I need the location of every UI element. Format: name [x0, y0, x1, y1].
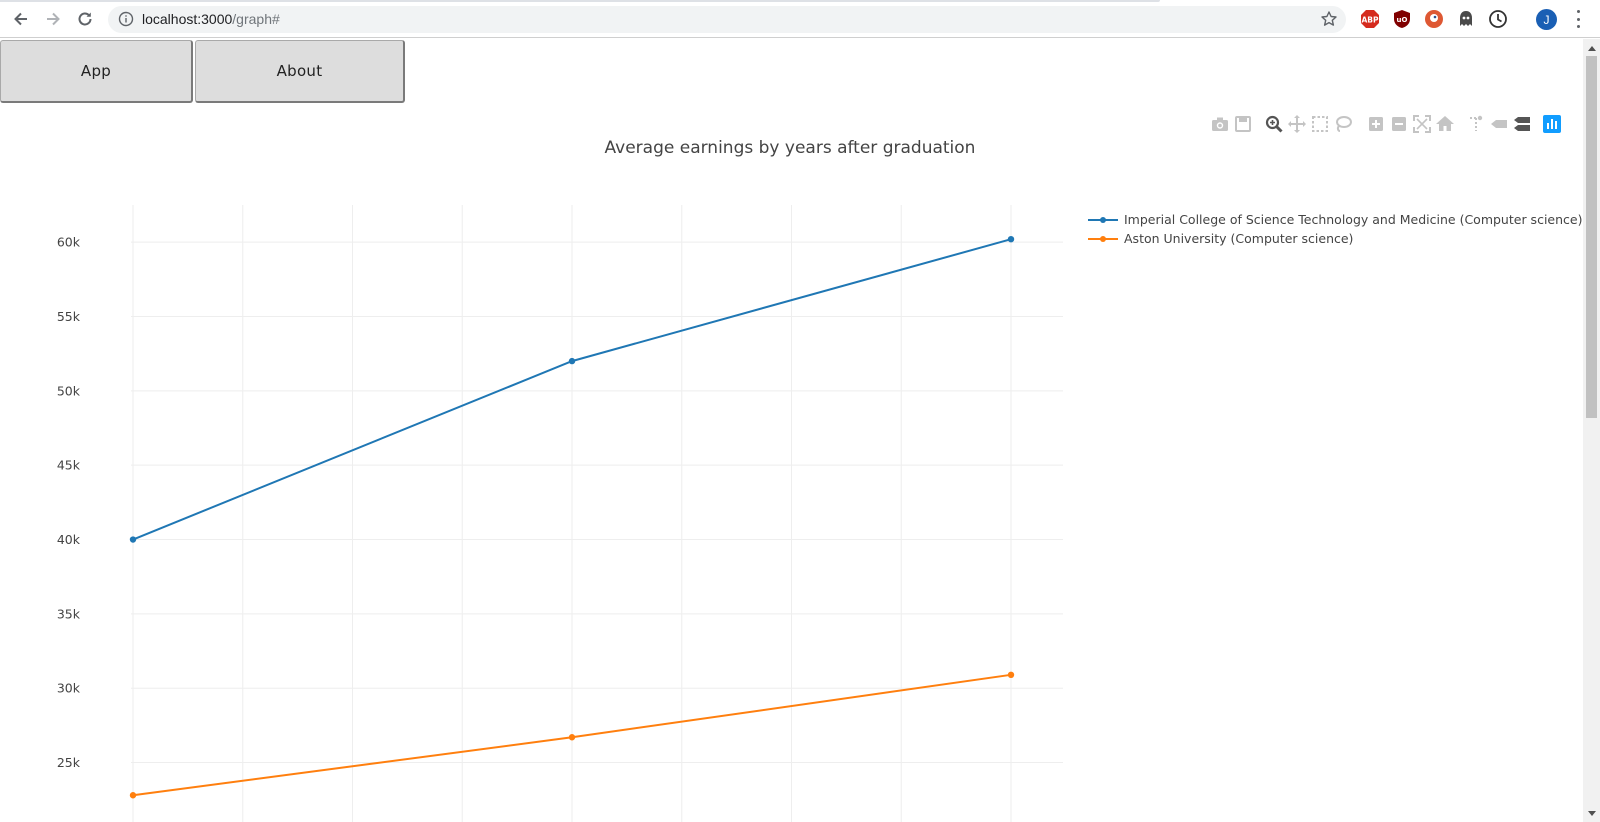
ghostery-icon[interactable] [1456, 9, 1476, 29]
zoom-in-icon[interactable] [1366, 114, 1386, 134]
pan-icon[interactable] [1287, 114, 1307, 134]
adblock-plus-icon[interactable]: ABP [1360, 9, 1380, 29]
reload-icon [78, 12, 92, 26]
scroll-down-button[interactable] [1583, 806, 1600, 822]
series-layer[interactable] [129, 235, 1015, 799]
arrow-left-icon [14, 12, 27, 26]
browser-toolbar: localhost:3000/graph# ABP uO J [0, 0, 1600, 38]
svg-text:uO: uO [1397, 16, 1408, 24]
data-point-aston[interactable] [129, 792, 137, 799]
reset-axes-icon[interactable] [1435, 114, 1455, 134]
url-text[interactable]: localhost:3000/graph# [142, 11, 280, 27]
tab-app[interactable]: App [0, 40, 193, 103]
tab-about[interactable]: About [195, 40, 405, 103]
y-tick-label: 60k [57, 235, 81, 250]
data-point-imperial[interactable] [1007, 235, 1015, 243]
data-point-imperial[interactable] [568, 357, 576, 365]
arrow-right-icon [47, 12, 60, 26]
forward-button[interactable] [40, 6, 66, 32]
data-point-imperial[interactable] [129, 536, 137, 543]
back-button[interactable] [8, 6, 34, 32]
browser-menu-button[interactable] [1574, 10, 1582, 28]
tab-strip-edge [0, 0, 1160, 2]
autoscale-icon[interactable] [1412, 114, 1432, 134]
chart-title: Average earnings by years after graduati… [604, 138, 976, 158]
dot [1576, 25, 1580, 28]
legend-label-imperial: Imperial College of Science Technology a… [1124, 212, 1583, 227]
grid-lines [131, 205, 1063, 822]
hover-closest-icon[interactable] [1489, 114, 1509, 134]
legend-item-imperial[interactable]: Imperial College of Science Technology a… [1088, 210, 1582, 229]
profile-avatar[interactable]: J [1536, 9, 1557, 30]
data-point-aston[interactable] [1007, 671, 1015, 679]
plotly-logo-icon[interactable] [1542, 114, 1562, 134]
scrollbar-thumb[interactable] [1586, 56, 1597, 418]
y-tick-label: 30k [57, 681, 81, 696]
data-point-aston[interactable] [568, 734, 576, 741]
url-path: /graph# [232, 11, 280, 27]
legend-swatch-imperial [1088, 216, 1118, 223]
y-tick-label: 55k [57, 309, 81, 324]
y-tick-label: 45k [57, 458, 81, 473]
lasso-select-icon[interactable] [1333, 114, 1353, 134]
legend-swatch-aston [1088, 235, 1118, 242]
legend-label-aston: Aston University (Computer science) [1124, 231, 1354, 246]
scroll-up-button[interactable] [1583, 40, 1600, 56]
dot [1576, 17, 1580, 21]
zoom-out-icon[interactable] [1389, 114, 1409, 134]
y-tick-label: 40k [57, 532, 81, 547]
address-bar[interactable]: localhost:3000/graph# [108, 6, 1346, 33]
reload-button[interactable] [72, 6, 98, 32]
history-clock-icon[interactable] [1488, 9, 1508, 29]
y-tick-label: 50k [57, 383, 81, 398]
y-axis-ticks: 25k 30k 35k 40k 45k 50k 55k 60k [57, 235, 81, 770]
caret-down-icon [1587, 811, 1596, 816]
box-select-icon[interactable] [1310, 114, 1330, 134]
chart-legend: Imperial College of Science Technology a… [1088, 210, 1582, 248]
hover-compare-icon[interactable] [1512, 114, 1532, 134]
site-info-icon[interactable] [118, 11, 134, 27]
legend-item-aston[interactable]: Aston University (Computer science) [1088, 229, 1582, 248]
dot [1576, 10, 1580, 13]
zoom-icon[interactable] [1264, 114, 1284, 134]
camera-icon[interactable] [1210, 114, 1230, 134]
duckduckgo-icon[interactable] [1424, 9, 1444, 29]
y-tick-label: 25k [57, 755, 81, 770]
bookmark-star-icon[interactable] [1320, 10, 1338, 28]
spike-lines-icon[interactable] [1466, 114, 1486, 134]
svg-text:ABP: ABP [1361, 16, 1379, 25]
ublock-origin-icon[interactable]: uO [1392, 9, 1412, 29]
url-host: localhost:3000 [142, 11, 233, 27]
y-tick-label: 35k [57, 606, 81, 621]
caret-up-icon [1587, 46, 1596, 51]
save-icon[interactable] [1233, 114, 1253, 134]
